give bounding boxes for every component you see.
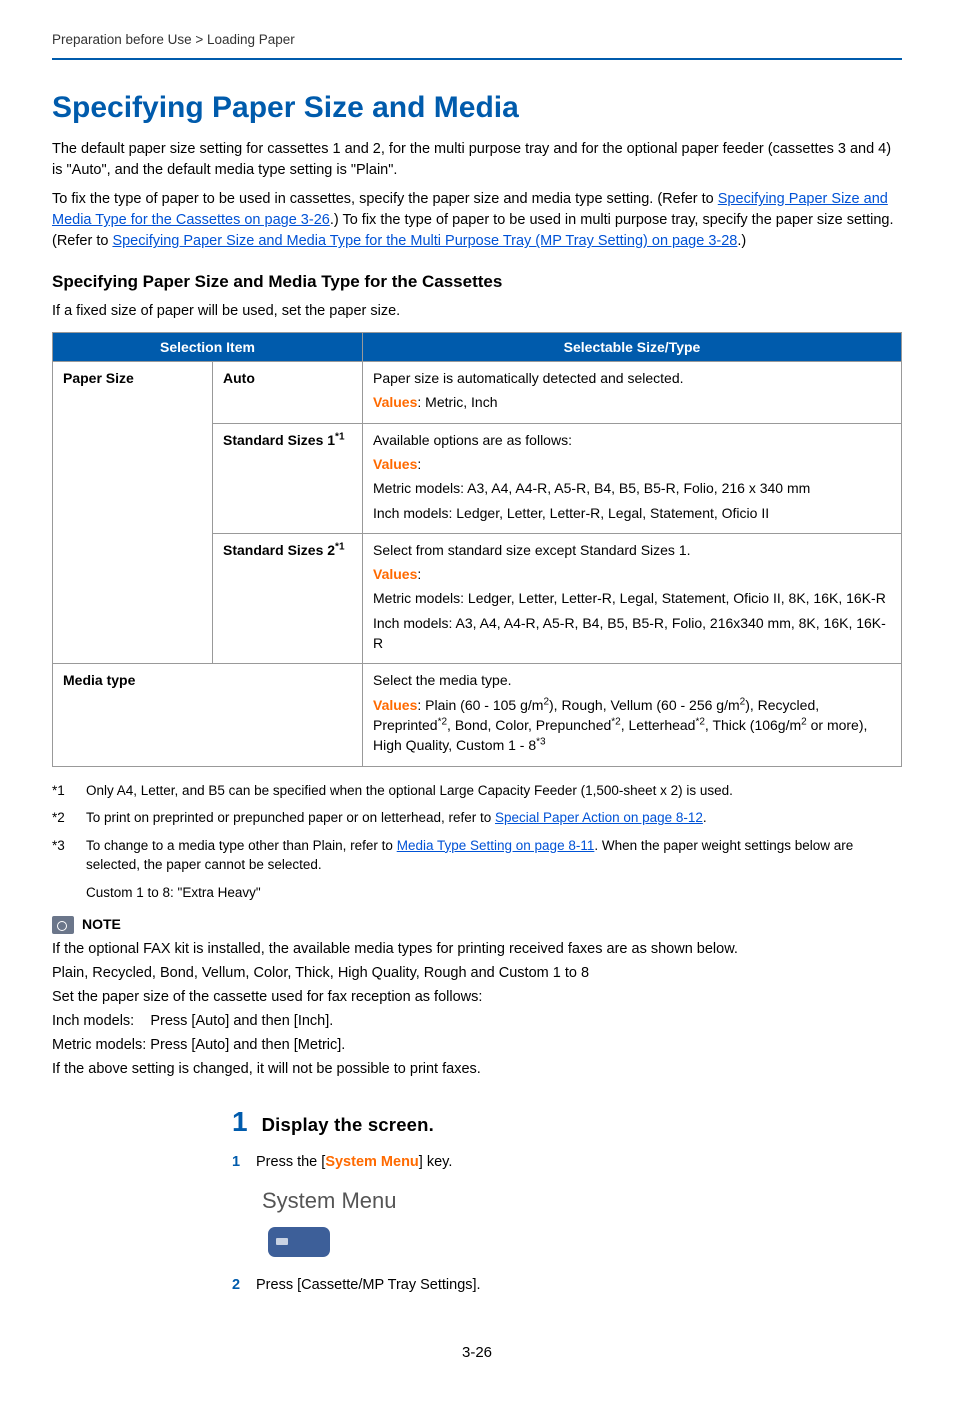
cell-media-desc: Select the media type. Values: Plain (60… <box>363 664 902 766</box>
note-p6: If the above setting is changed, it will… <box>52 1059 902 1080</box>
mv-e: , Letterhead <box>621 717 696 733</box>
step-title: Display the screen. <box>262 1112 434 1139</box>
cell-std2-desc: Select from standard size except Standar… <box>363 533 902 663</box>
step-number: 1 <box>232 1102 248 1143</box>
system-menu-graphic: System Menu <box>262 1185 902 1257</box>
spec-table: Selection Item Selectable Size/Type Pape… <box>52 332 902 767</box>
intro-paragraph-1: The default paper size setting for casse… <box>52 139 902 181</box>
link-media-type-setting[interactable]: Media Type Setting on page 8-11 <box>397 838 595 853</box>
sup-s2a: *2 <box>438 716 447 727</box>
values-label: Values <box>373 456 417 472</box>
footnote-2: *2 To print on preprinted or prepunched … <box>52 808 902 828</box>
values-label: Values <box>373 394 417 410</box>
sub2-text: Press [Cassette/MP Tray Settings]. <box>256 1275 481 1296</box>
std2-sup: *1 <box>335 541 344 552</box>
footnote-1: *1 Only A4, Letter, and B5 can be specif… <box>52 781 902 801</box>
note-p5: Metric models: Press [Auto] and then [Me… <box>52 1035 902 1056</box>
link-special-paper[interactable]: Special Paper Action on page 8-12 <box>495 810 703 825</box>
intro2-text-c: .) <box>737 233 746 249</box>
sup-s2c: *2 <box>695 716 704 727</box>
note-label: NOTE <box>82 914 121 934</box>
th-selection-item: Selection Item <box>53 332 363 361</box>
note-block: NOTE If the optional FAX kit is installe… <box>52 914 902 1079</box>
std1-label: Standard Sizes 1 <box>223 432 335 448</box>
cell-std1: Standard Sizes 1*1 <box>213 423 363 533</box>
std2-colon: : <box>417 566 421 582</box>
std1-sup: *1 <box>335 431 344 442</box>
footnotes: *1 Only A4, Letter, and B5 can be specif… <box>52 781 902 903</box>
media-line1: Select the media type. <box>373 670 891 690</box>
auto-desc-line: Paper size is automatically detected and… <box>373 368 891 388</box>
system-menu-key-icon <box>268 1227 330 1257</box>
sub1-num: 1 <box>232 1152 246 1173</box>
note-icon <box>52 916 74 934</box>
fn3-text: To change to a media type other than Pla… <box>86 836 902 875</box>
cell-auto: Auto <box>213 362 363 424</box>
std1-line1: Available options are as follows: <box>373 430 891 450</box>
std1-line3: Inch models: Ledger, Letter, Letter-R, L… <box>373 503 891 523</box>
sub1-b: ] key. <box>419 1154 453 1170</box>
note-p3: Set the paper size of the cassette used … <box>52 987 902 1008</box>
note-p1: If the optional FAX kit is installed, th… <box>52 939 902 960</box>
page-number: 3-26 <box>52 1342 902 1364</box>
fn2-marker: *2 <box>52 808 76 828</box>
intro-paragraph-2: To fix the type of paper to be used in c… <box>52 189 902 252</box>
sub1-text: Press the [System Menu] key. <box>256 1152 452 1173</box>
sup-s2b: *2 <box>611 716 620 727</box>
fn1-marker: *1 <box>52 781 76 801</box>
note-p2: Plain, Recycled, Bond, Vellum, Color, Th… <box>52 963 902 984</box>
intro2-text-a: To fix the type of paper to be used in c… <box>52 191 718 207</box>
sub-intro: If a fixed size of paper will be used, s… <box>52 301 902 322</box>
std1-colon: : <box>417 456 421 472</box>
fn2-text: To print on preprinted or prepunched pap… <box>86 808 707 828</box>
values-label: Values <box>373 566 417 582</box>
mv-a: : Plain (60 - 105 g/m <box>417 697 543 713</box>
substep-1: 1 Press the [System Menu] key. <box>232 1152 902 1173</box>
std2-line2: Metric models: Ledger, Letter, Letter-R,… <box>373 588 891 608</box>
th-selectable: Selectable Size/Type <box>363 332 902 361</box>
values-label: Values <box>373 697 417 713</box>
std1-line2: Metric models: A3, A4, A4-R, A5-R, B4, B… <box>373 478 891 498</box>
fn2-b: . <box>703 810 707 825</box>
breadcrumb: Preparation before Use > Loading Paper <box>52 30 902 50</box>
step-1: 1 Display the screen. 1 Press the [Syste… <box>232 1102 902 1297</box>
header-rule <box>52 58 902 60</box>
mv-b: ), Rough, Vellum (60 - 256 g/m <box>549 697 740 713</box>
mv-f: , Thick (106g/m <box>705 717 801 733</box>
link-mptray[interactable]: Specifying Paper Size and Media Type for… <box>112 233 737 249</box>
sup-s3: *3 <box>536 737 545 748</box>
cell-std2: Standard Sizes 2*1 <box>213 533 363 663</box>
note-p4: Inch models: Press [Auto] and then [Inch… <box>52 1011 902 1032</box>
fn3-marker: *3 <box>52 836 76 875</box>
fn1-text: Only A4, Letter, and B5 can be specified… <box>86 781 733 801</box>
section-subhead: Specifying Paper Size and Media Type for… <box>52 270 902 295</box>
std2-line3: Inch models: A3, A4, A4-R, A5-R, B4, B5,… <box>373 613 891 654</box>
substep-2: 2 Press [Cassette/MP Tray Settings]. <box>232 1275 902 1296</box>
fn3-a: To change to a media type other than Pla… <box>86 838 397 853</box>
std2-line1: Select from standard size except Standar… <box>373 540 891 560</box>
system-menu-key-label: System Menu <box>325 1154 418 1170</box>
std2-label: Standard Sizes 2 <box>223 542 335 558</box>
cell-std1-desc: Available options are as follows: Values… <box>363 423 902 533</box>
cell-auto-desc: Paper size is automatically detected and… <box>363 362 902 424</box>
media-values-line: Values: Plain (60 - 105 g/m2), Rough, Ve… <box>373 695 891 756</box>
footnote-3: *3 To change to a media type other than … <box>52 836 902 875</box>
fn2-a: To print on preprinted or prepunched pap… <box>86 810 495 825</box>
page-title: Specifying Paper Size and Media <box>52 86 902 130</box>
sub2-num: 2 <box>232 1275 246 1296</box>
auto-values: : Metric, Inch <box>417 394 497 410</box>
fn3-sub: Custom 1 to 8: "Extra Heavy" <box>86 883 902 903</box>
sub1-a: Press the [ <box>256 1154 325 1170</box>
mv-d: , Bond, Color, Prepunched <box>447 717 611 733</box>
system-menu-text: System Menu <box>262 1185 902 1217</box>
cell-media-type: Media type <box>53 664 363 766</box>
cell-paper-size: Paper Size <box>53 362 213 664</box>
